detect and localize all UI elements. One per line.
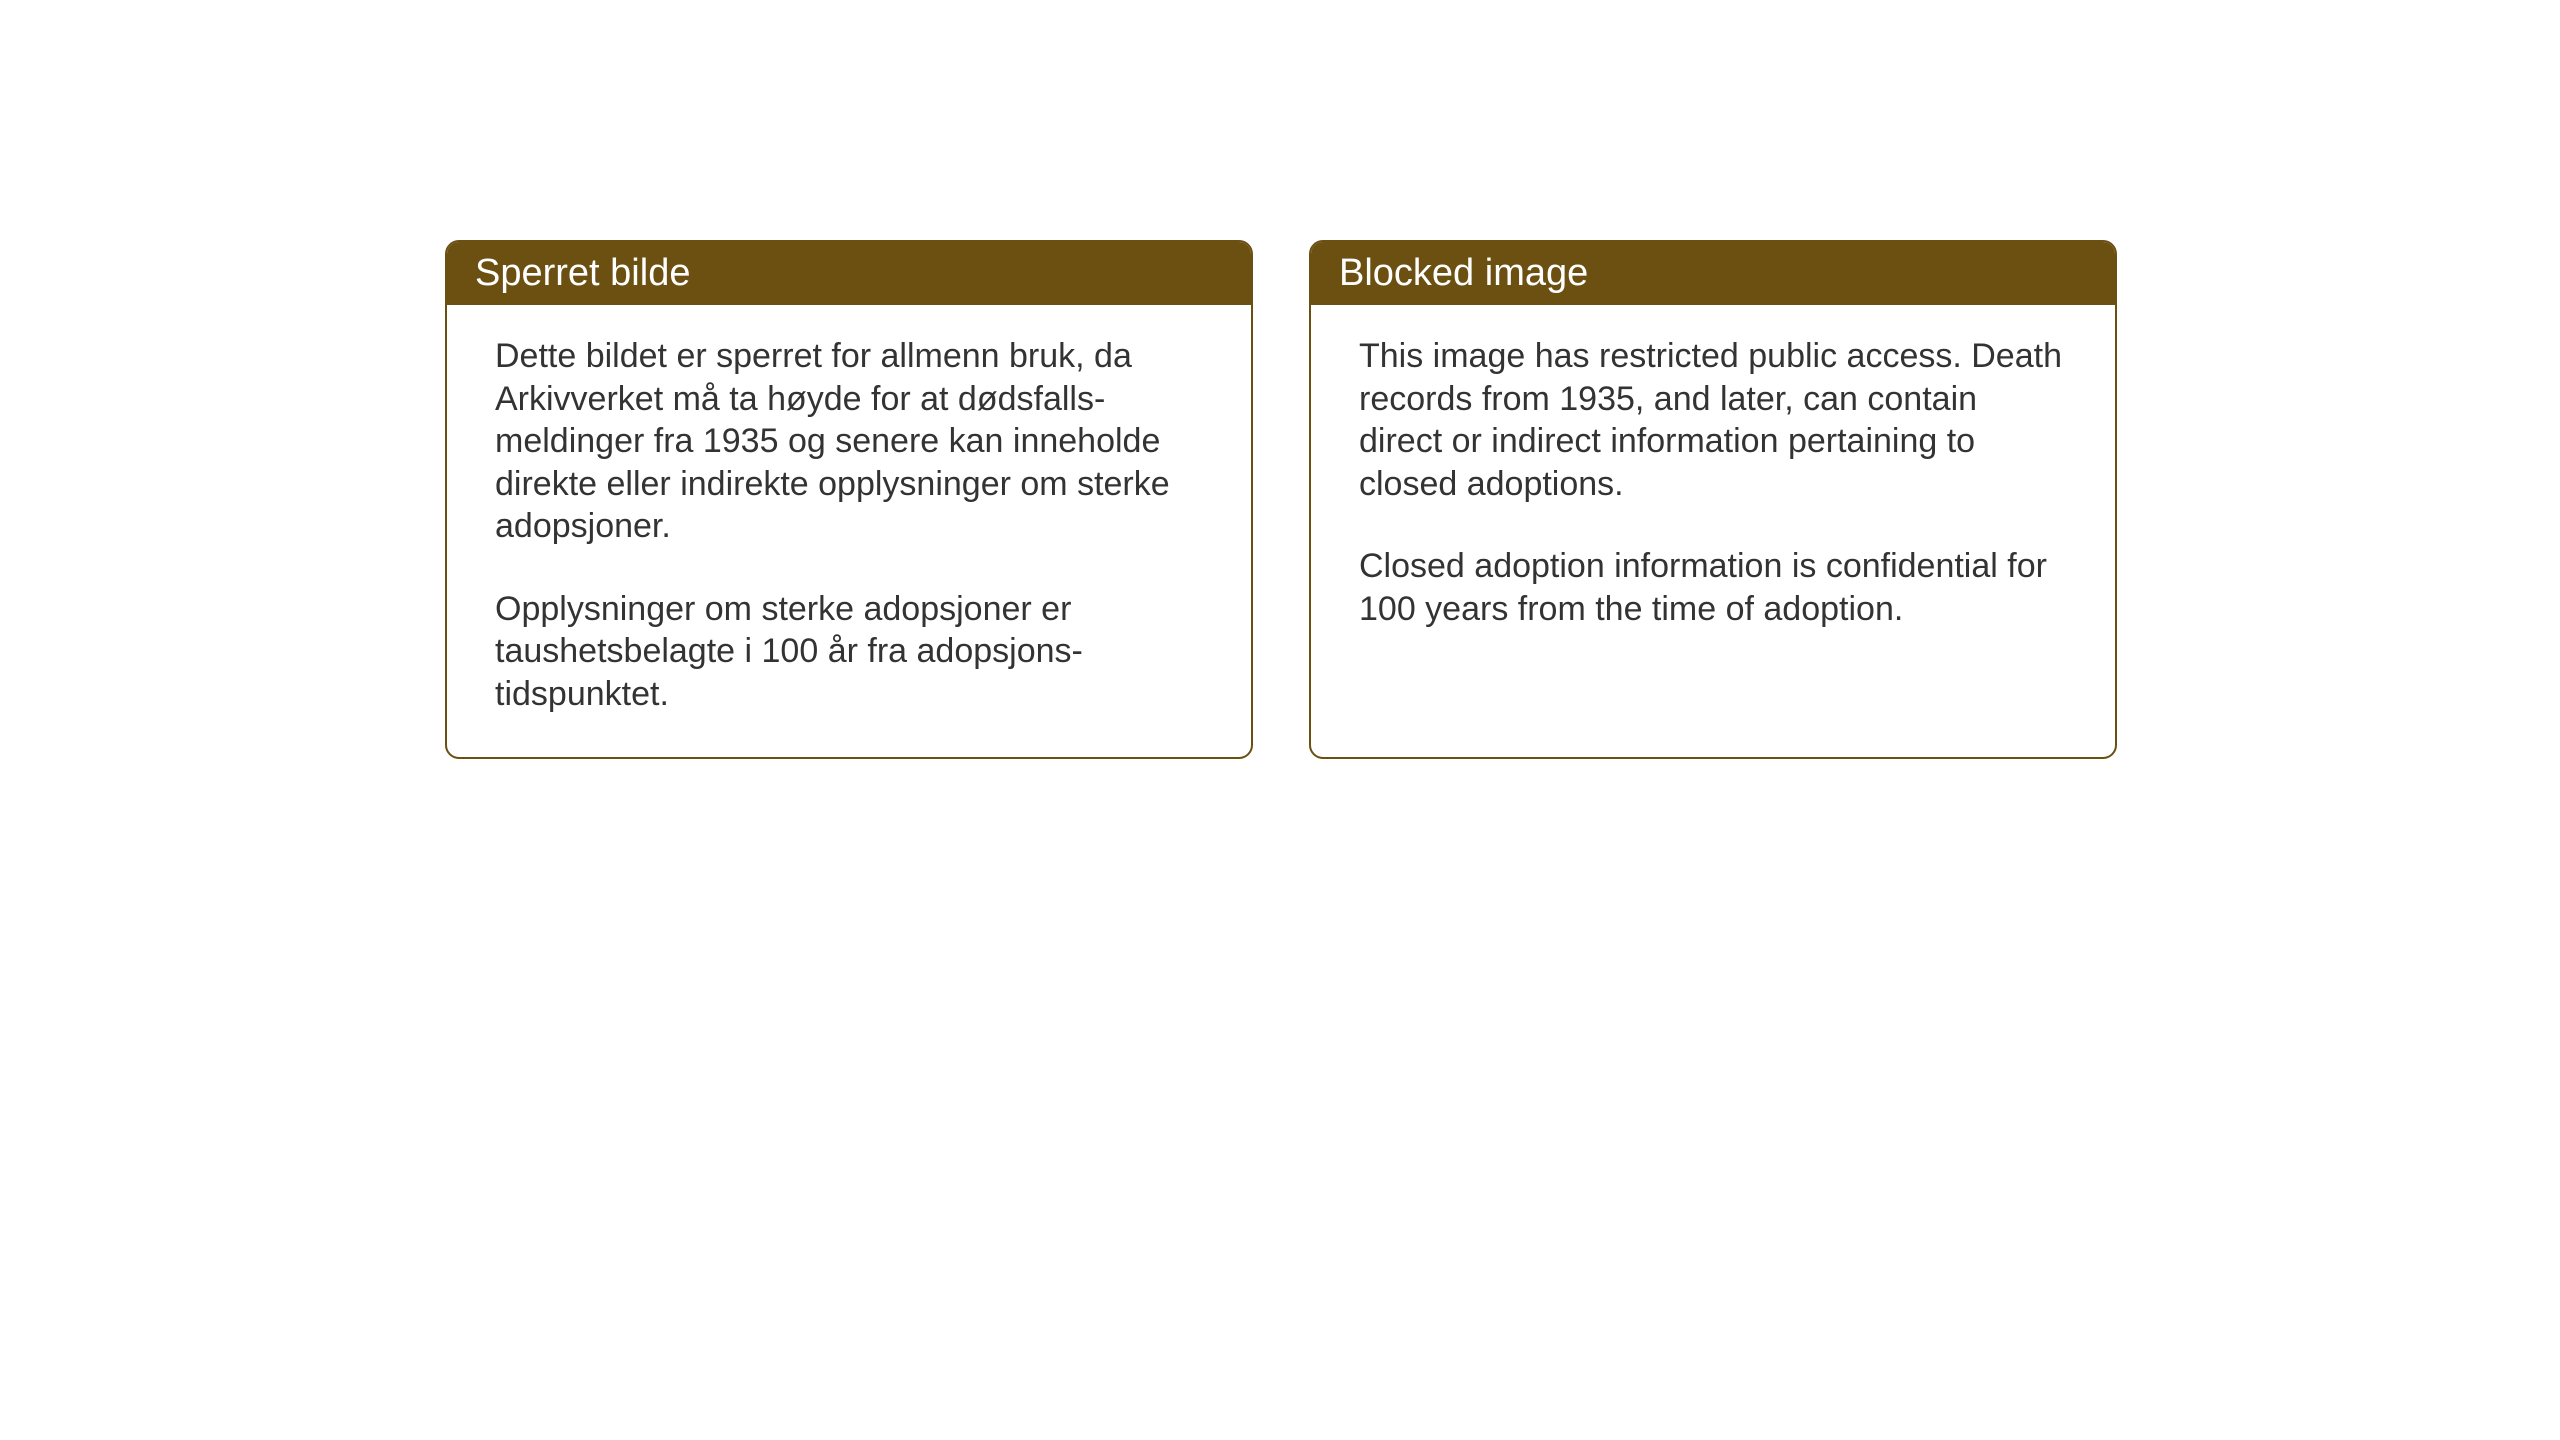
norwegian-panel-body: Dette bildet er sperret for allmenn bruk…	[447, 305, 1251, 757]
norwegian-paragraph-1: Dette bildet er sperret for allmenn bruk…	[495, 335, 1203, 548]
norwegian-panel-title: Sperret bilde	[447, 242, 1251, 305]
english-notice-panel: Blocked image This image has restricted …	[1309, 240, 2117, 759]
norwegian-notice-panel: Sperret bilde Dette bildet er sperret fo…	[445, 240, 1253, 759]
english-panel-title: Blocked image	[1311, 242, 2115, 305]
notice-container: Sperret bilde Dette bildet er sperret fo…	[445, 240, 2117, 759]
norwegian-paragraph-2: Opplysninger om sterke adopsjoner er tau…	[495, 588, 1203, 716]
english-panel-body: This image has restricted public access.…	[1311, 305, 2115, 720]
english-paragraph-2: Closed adoption information is confident…	[1359, 545, 2067, 630]
english-paragraph-1: This image has restricted public access.…	[1359, 335, 2067, 505]
